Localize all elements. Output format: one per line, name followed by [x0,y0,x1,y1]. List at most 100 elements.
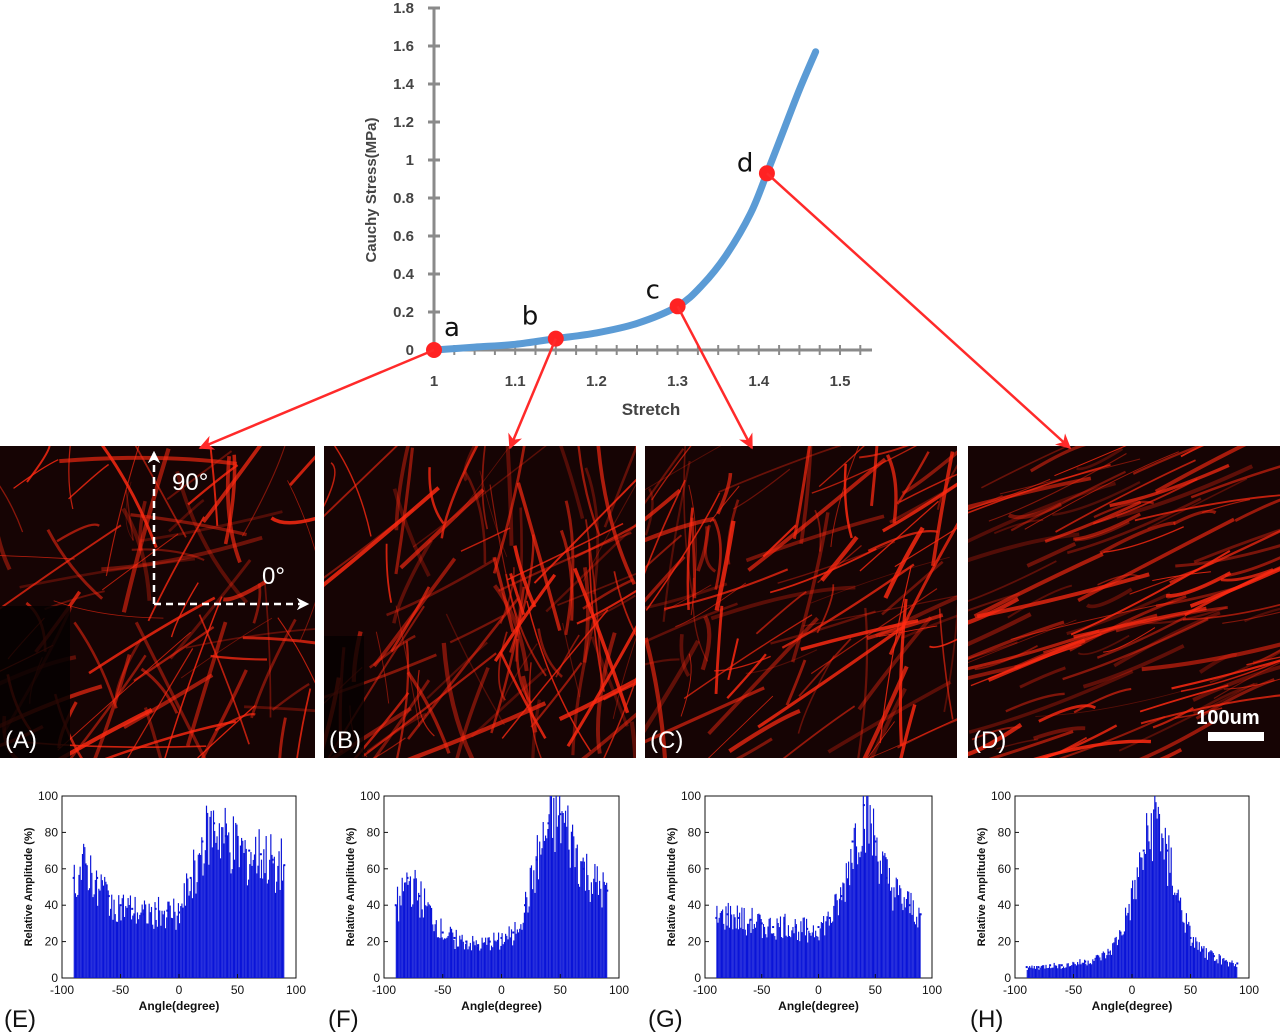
x-tick-label: 100 [1239,983,1259,997]
histogram-bar [913,921,915,978]
histogram-bar [530,865,533,978]
histogram-bars [715,796,922,978]
data-bin-marker [477,944,479,947]
histogram-bar [405,882,407,978]
histogram-bar [1088,963,1090,978]
y-tick-label: 0.4 [393,266,415,283]
histogram-bar [832,921,834,978]
histogram-bar [251,865,253,978]
histogram-bar [1115,936,1117,978]
histogram-bar [438,937,440,978]
histogram-bar [465,943,467,978]
histogram-bar [567,805,569,978]
data-bin-marker [248,849,251,852]
data-bin-marker [1189,936,1192,939]
connector-arrow-d [766,172,1072,450]
histogram-bar [119,906,121,978]
data-bin-marker [896,895,899,898]
histogram-bar [779,916,782,978]
histogram-bar [1230,962,1232,978]
histogram-bar [155,919,157,978]
histogram-bar [771,933,774,978]
histogram-bar [440,918,442,978]
histogram-bar [791,930,793,978]
data-bin-marker [441,931,444,934]
histogram-bar [850,848,852,978]
histogram-bar [835,893,837,978]
histogram-bar [762,923,765,978]
histogram-bar [584,890,587,978]
y-tick-label: 40 [998,898,1012,912]
fiber-texture [645,446,957,758]
histogram-bar [170,917,172,978]
histogram-bar [266,883,268,978]
data-bin-marker [1142,849,1145,852]
histogram-bar [1027,967,1030,978]
x-tick-label: -100 [693,983,717,997]
histogram-bar [167,901,169,978]
histogram-bar [749,919,751,978]
histogram-bar [219,858,222,978]
histogram-bar [1053,962,1055,978]
scale-bar [1208,732,1264,741]
point-label-b: b [522,302,539,332]
histogram-bar [1133,899,1135,978]
histogram-bar [1176,893,1178,978]
histogram-bar [413,878,415,978]
histogram-bar [1185,913,1187,978]
histogram-bar [435,920,437,978]
histogram-bar [448,932,450,978]
histogram-bar [492,947,494,978]
data-bin-marker [885,876,888,879]
y-tick-label: 1.4 [393,76,415,93]
histogram-bar [479,950,481,978]
histogram-bar [142,909,144,978]
histogram-bar [837,915,839,978]
histogram-bar [767,926,769,978]
x-tick-label: -100 [372,983,396,997]
histogram-bar [1183,922,1185,978]
histogram-bar [1137,877,1140,978]
histogram-bar [891,887,893,978]
histogram-bar [183,883,185,978]
histogram-bar [281,880,284,978]
histogram-bar [215,842,217,978]
data-bin-marker [131,907,134,910]
histogram-bar [168,901,170,978]
histogram-bar [1077,962,1079,978]
histogram-bar [500,945,502,978]
histogram-bar [843,883,845,978]
x-tick-label: 0 [815,983,822,997]
histogram-bar [798,931,800,978]
histogram-bar [128,904,130,978]
histogram-bar [1054,965,1056,978]
histogram-bar [1066,963,1068,978]
histogram-bar [1140,857,1142,978]
histogram-bar [112,919,114,978]
histogram-bar [800,921,802,978]
histogram-bar [189,891,191,978]
histogram-bar [432,924,434,978]
histogram-bar [95,870,98,978]
data-bin-marker [430,913,432,916]
histogram-bar [1223,958,1225,978]
y-axis-label: Relative Amplitude (%) [976,827,988,946]
histogram-bar [118,895,120,978]
histogram-bar [1181,910,1183,978]
y-tick-label: 1.6 [393,38,414,55]
histogram-bar [855,846,858,978]
histogram-bar [272,863,274,978]
histogram-bar [813,937,816,978]
histogram-bar [726,925,728,978]
x-tick-label: 1.1 [505,373,526,390]
histogram-bar [849,885,851,978]
histogram-bar [577,883,580,978]
panel-label-C: (C) [650,727,683,754]
histogram-bar [869,805,871,978]
x-tick-label: -50 [434,983,452,997]
histogram-bar [1192,936,1195,978]
data-bin-marker [201,840,204,843]
histogram-bar [1157,806,1159,978]
histogram-bar [1141,857,1143,978]
histogram-bar [442,939,444,978]
